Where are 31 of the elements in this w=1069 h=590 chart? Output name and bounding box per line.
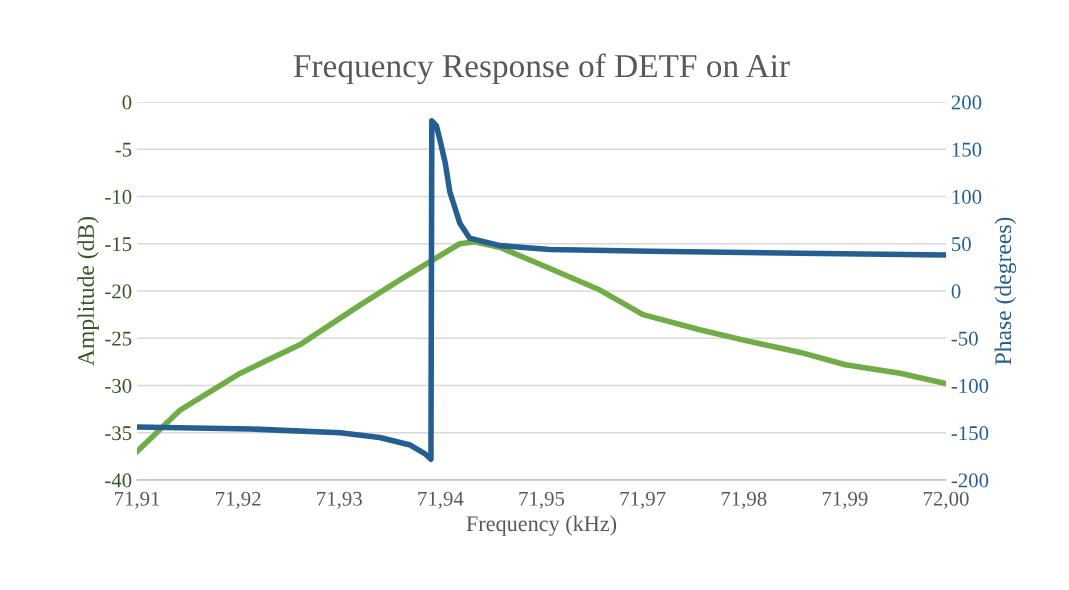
y-tick-label: -15 xyxy=(105,237,132,252)
x-tick-label: 71,93 xyxy=(317,491,362,509)
y-tick-label: -30 xyxy=(105,378,132,393)
y2-tick-label: -150 xyxy=(951,426,989,441)
y-tick-label: -25 xyxy=(105,331,132,346)
x-tick-label: 71,97 xyxy=(620,491,666,509)
x-tick-label: 71,92 xyxy=(216,491,261,509)
y2-tick-label: -50 xyxy=(951,331,978,346)
y-tick-label: -20 xyxy=(105,284,132,299)
x-tick-label: 71,95 xyxy=(519,491,565,509)
y2-tick-label: 100 xyxy=(952,189,982,204)
y2-tick-label: -200 xyxy=(951,473,989,488)
x-tick-label: 71,94 xyxy=(418,491,464,509)
y-tick-label: -10 xyxy=(105,189,132,204)
y-tick-label: -35 xyxy=(105,426,132,441)
x-tick-label: 71,91 xyxy=(114,491,160,509)
y2-tick-label: 150 xyxy=(952,142,982,157)
y2-axis-title: Phase (degrees) xyxy=(994,217,1017,365)
x-tick-label: 71,99 xyxy=(822,491,868,509)
x-tick-label: 71,98 xyxy=(721,491,767,509)
y-tick-label: -40 xyxy=(105,473,132,488)
y-tick-label: -5 xyxy=(115,142,132,157)
y2-tick-label: 200 xyxy=(951,95,982,110)
chart-title: Frequency Response of DETF on Air xyxy=(293,53,790,85)
x-axis-title: Frequency (kHz) xyxy=(466,515,617,536)
y2-tick-label: 0 xyxy=(951,284,961,299)
y-tick-label: 0 xyxy=(122,95,132,110)
y2-tick-label: 50 xyxy=(952,237,971,252)
y2-tick-label: -100 xyxy=(951,378,989,393)
y-axis-title: Amplitude (dB) xyxy=(77,216,99,366)
x-tick-label: 72,00 xyxy=(923,491,969,509)
